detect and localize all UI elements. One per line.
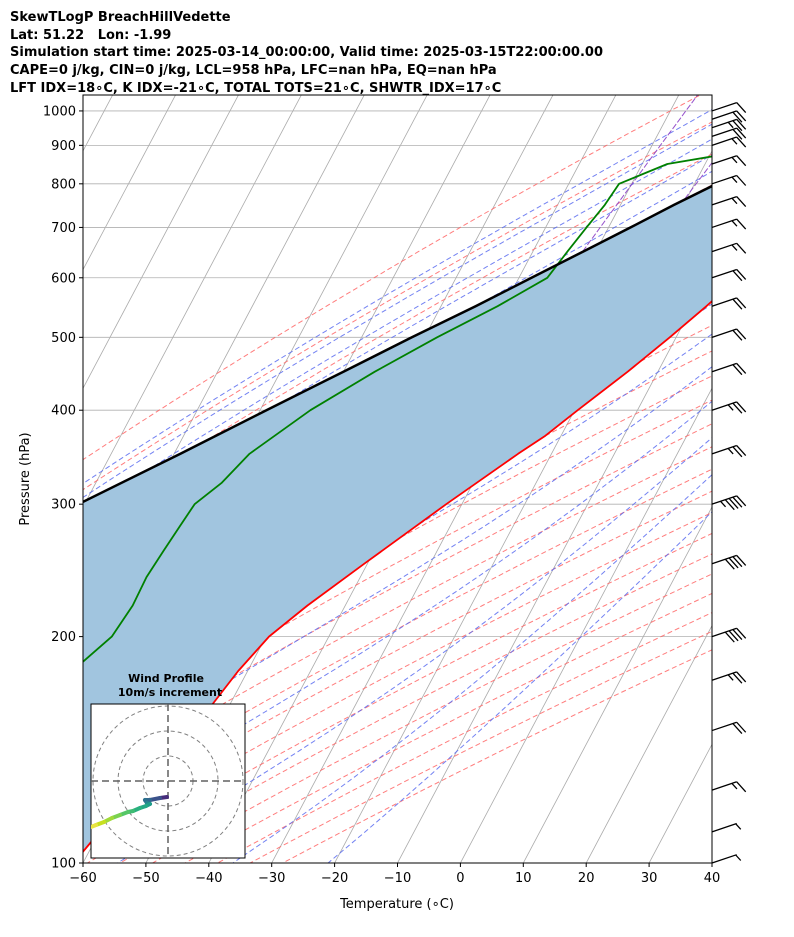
x-tick-label: 40 <box>704 871 721 886</box>
title-indices: LFT IDX=18∘C, K IDX=-21∘C, TOTAL TOTS=21… <box>10 80 502 96</box>
dry-adiabat <box>83 423 712 766</box>
dewpoint-line <box>83 155 712 663</box>
x-tick-label: 30 <box>641 871 658 886</box>
moist-adiabat <box>327 511 712 863</box>
isotherm-line <box>459 387 712 863</box>
y-tick-label: 800 <box>51 177 76 192</box>
wind-barb <box>711 110 747 123</box>
x-tick-label: −60 <box>69 871 96 886</box>
parcel-line <box>83 184 712 504</box>
moist-adiabat <box>83 109 712 485</box>
y-tick-label: 700 <box>51 221 76 236</box>
isotherm-line <box>83 95 176 271</box>
wind-barb <box>711 627 747 643</box>
y-tick-label: 900 <box>51 139 76 154</box>
x-axis-label: Temperature (∘C) <box>339 897 454 912</box>
x-tick-label: 20 <box>578 871 595 886</box>
isotherm-line <box>522 506 712 863</box>
y-axis-label: Pressure (hPa) <box>18 432 33 525</box>
dry-adiabat <box>83 468 712 808</box>
wind-barb <box>711 195 747 208</box>
wind-barbs <box>711 101 747 864</box>
wind-barb <box>711 297 747 310</box>
y-tick-label: 400 <box>51 404 76 419</box>
moist-adiabat <box>83 366 712 769</box>
cin-area <box>83 186 712 852</box>
x-tick-label: −50 <box>132 871 159 886</box>
isotherm-line <box>766 92 794 880</box>
mixing-ratio-line <box>558 95 699 284</box>
inset-title: Wind Profile <box>128 672 204 685</box>
isotherm-line <box>397 268 712 863</box>
axis-layer: −60 −50 −40 −30 −20 −10 0 10 20 30 40 1000 900 800 700… <box>43 104 720 886</box>
x-tick-label: 0 <box>456 871 464 886</box>
isotherm-line <box>648 743 712 863</box>
title-latlon: Lat: 51.22 Lon: -1.99 <box>10 27 172 43</box>
x-tick-label: −10 <box>384 871 411 886</box>
wind-barb <box>711 495 747 511</box>
title-block: SkewTLogP BreachHillVedette Lat: 51.22 L… <box>10 9 790 98</box>
y-tick-label: 200 <box>51 630 76 645</box>
moist-adiabat <box>83 400 712 822</box>
dry-adiabat <box>83 95 702 461</box>
moist-adiabat <box>83 154 712 528</box>
title-times: Simulation start time: 2025-03-14_00:00:… <box>10 45 603 61</box>
moist-adiabat <box>83 123 712 499</box>
wind-barb <box>711 444 747 458</box>
title-station: SkewTLogP BreachHillVedette <box>10 10 231 25</box>
isotherm-line <box>83 95 239 390</box>
wind-barb <box>711 854 742 864</box>
x-tick-label: −40 <box>195 871 222 886</box>
wind-barb <box>711 218 747 230</box>
isotherm-line <box>83 95 302 508</box>
wind-barb <box>711 118 747 132</box>
wind-barb <box>711 554 747 570</box>
wind-barb <box>711 101 747 114</box>
wind-barb <box>711 721 747 734</box>
y-tick-label: 300 <box>51 498 76 513</box>
moist-adiabat <box>232 474 712 863</box>
wind-barb <box>711 671 747 684</box>
moist-adiabat <box>83 138 712 513</box>
x-tick-label: −20 <box>321 871 348 886</box>
wind-profile-inset: Wind Profile 10m/s increment <box>90 672 246 859</box>
wind-barb <box>711 401 747 414</box>
dry-adiabat <box>119 553 712 863</box>
title-cape: CAPE=0 j/kg, CIN=0 j/kg, LCL=958 hPa, LF… <box>10 63 497 79</box>
y-tick-label: 600 <box>51 271 76 286</box>
wind-barb <box>711 127 747 140</box>
cape-cin-shade <box>83 186 712 852</box>
x-tick-label: −30 <box>258 871 285 886</box>
isotherm-line <box>711 862 712 863</box>
wind-barb <box>711 268 747 282</box>
wind-barb <box>711 781 747 793</box>
y-tick-label: 100 <box>51 857 76 872</box>
wind-barb <box>711 362 747 376</box>
dry-adiabat <box>83 121 712 491</box>
hodograph-segment <box>91 823 98 829</box>
inset-subtitle: 10m/s increment <box>118 686 222 699</box>
wind-barb <box>711 174 747 186</box>
wind-barb <box>711 822 742 833</box>
wind-barb <box>711 328 747 341</box>
wind-barb <box>711 136 747 148</box>
y-tick-label: 500 <box>51 331 76 346</box>
wind-barb <box>711 242 747 254</box>
wind-barb <box>711 155 747 167</box>
x-tick-label: 10 <box>515 871 532 886</box>
y-tick-label: 1000 <box>43 104 76 119</box>
isotherm-line <box>585 624 712 863</box>
